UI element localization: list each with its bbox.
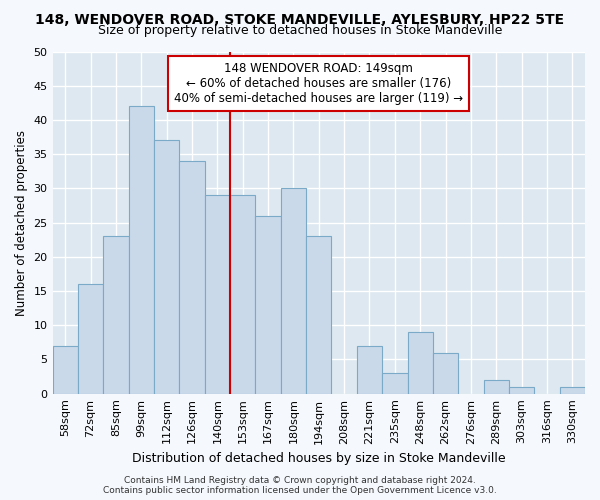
Text: 148 WENDOVER ROAD: 149sqm
← 60% of detached houses are smaller (176)
40% of semi: 148 WENDOVER ROAD: 149sqm ← 60% of detac… xyxy=(174,62,463,105)
Y-axis label: Number of detached properties: Number of detached properties xyxy=(15,130,28,316)
Bar xyxy=(179,161,205,394)
Bar xyxy=(281,188,306,394)
Bar xyxy=(53,346,78,394)
Bar xyxy=(230,195,256,394)
Bar xyxy=(560,387,585,394)
Bar xyxy=(128,106,154,394)
Bar xyxy=(357,346,382,394)
Bar xyxy=(509,387,534,394)
Bar xyxy=(205,195,230,394)
Text: Contains HM Land Registry data © Crown copyright and database right 2024.
Contai: Contains HM Land Registry data © Crown c… xyxy=(103,476,497,495)
Bar xyxy=(382,373,407,394)
Bar xyxy=(433,352,458,394)
Bar xyxy=(306,236,331,394)
Text: 148, WENDOVER ROAD, STOKE MANDEVILLE, AYLESBURY, HP22 5TE: 148, WENDOVER ROAD, STOKE MANDEVILLE, AY… xyxy=(35,12,565,26)
Bar xyxy=(407,332,433,394)
Bar xyxy=(78,284,103,394)
X-axis label: Distribution of detached houses by size in Stoke Mandeville: Distribution of detached houses by size … xyxy=(132,452,506,465)
Text: Size of property relative to detached houses in Stoke Mandeville: Size of property relative to detached ho… xyxy=(98,24,502,37)
Bar xyxy=(103,236,128,394)
Bar xyxy=(154,140,179,394)
Bar xyxy=(484,380,509,394)
Bar xyxy=(256,216,281,394)
